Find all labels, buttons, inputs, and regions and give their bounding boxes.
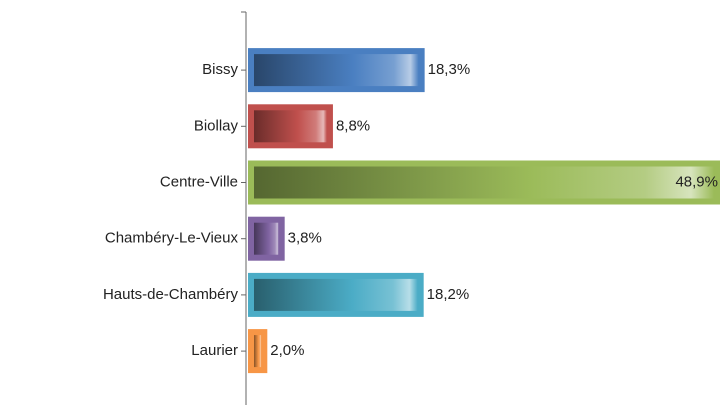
bar-inner — [254, 54, 419, 87]
bar-inner — [254, 110, 327, 143]
category-label: Laurier — [191, 342, 238, 359]
value-label: 48,9% — [675, 173, 718, 190]
category-label: Bissy — [202, 61, 238, 78]
bar-inner — [254, 278, 418, 311]
value-label: 3,8% — [288, 230, 322, 247]
value-label: 18,3% — [428, 61, 471, 78]
category-label: Hauts-de-Chambéry — [103, 286, 239, 303]
bar-inner — [254, 222, 279, 255]
category-label: Biollay — [194, 117, 239, 134]
category-label: Centre-Ville — [160, 173, 238, 190]
bar-inner — [254, 335, 262, 368]
value-label: 8,8% — [336, 117, 370, 134]
category-label: Chambéry-Le-Vieux — [105, 230, 239, 247]
value-label: 2,0% — [270, 342, 304, 359]
value-label: 18,2% — [427, 286, 470, 303]
bar-inner — [254, 166, 714, 199]
